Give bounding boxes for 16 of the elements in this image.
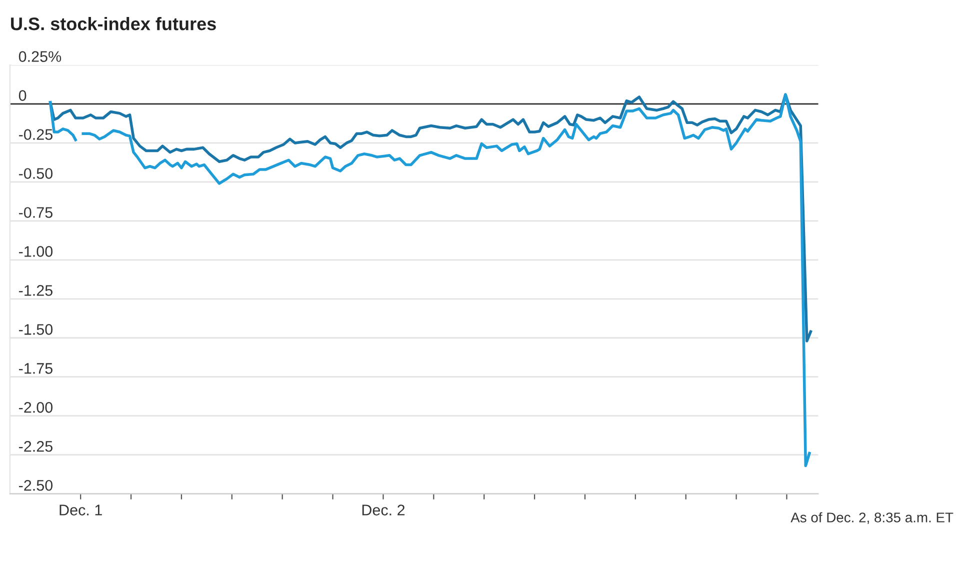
y-tick-label: 0	[18, 90, 26, 101]
x-tick-label: Dec. 2	[362, 504, 405, 516]
y-tick-label: -0.25	[18, 129, 52, 140]
chart-title: U.S. stock-index futures	[11, 17, 216, 30]
y-tick-label: -2.00	[18, 402, 53, 413]
y-tick-label: 0.25%	[18, 51, 62, 62]
y-tick-label: -1.50	[18, 324, 53, 335]
y-tick-label: -1.25	[18, 285, 52, 296]
y-tick-label: -2.50	[18, 480, 53, 491]
x-tick-label: Dec. 1	[60, 504, 102, 516]
y-tick-label: -2.25	[18, 440, 52, 452]
y-tick-label: -1.75	[18, 363, 52, 374]
text: As of Dec. 2, 8:35 a.m. ET	[790, 512, 954, 524]
y-tick-label: -0.75	[18, 207, 52, 218]
y-tick-label: -1.00	[18, 246, 53, 257]
y-tick-label: -0.50	[18, 168, 53, 179]
